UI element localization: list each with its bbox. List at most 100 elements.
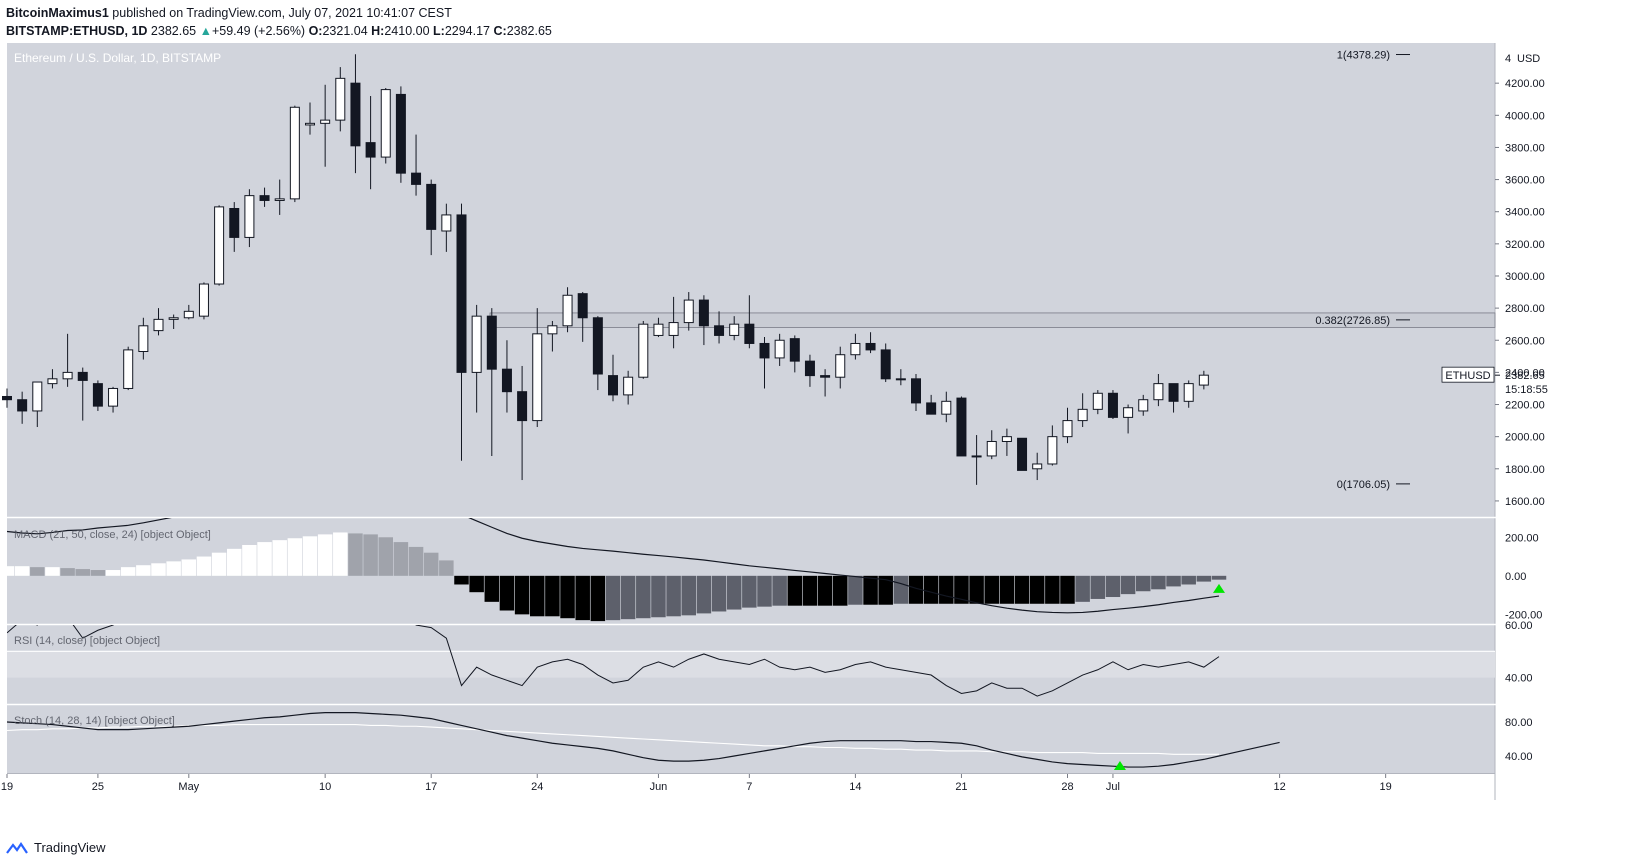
macd-hist-bar <box>651 575 666 618</box>
macd-hist-bar <box>105 570 121 576</box>
macd-hist-bar <box>1060 575 1075 604</box>
price-tick-label: 3000.00 <box>1505 271 1545 283</box>
macd-hist-bar <box>242 544 257 576</box>
macd-hist-bar <box>666 575 681 617</box>
stoch-cross-marker <box>1113 761 1126 770</box>
candle-up <box>1138 399 1149 412</box>
macd-hist-bar <box>530 575 545 617</box>
candle-up <box>153 318 164 332</box>
price-tick-label: 3800.00 <box>1505 142 1545 154</box>
candle-down <box>880 349 891 380</box>
candle-up <box>123 349 134 389</box>
candle-down <box>259 195 270 201</box>
last-symbol-box <box>1441 366 1495 383</box>
candle-down <box>592 317 603 375</box>
price-tick-label: 1800.00 <box>1505 464 1545 476</box>
macd-hist-bar <box>545 575 560 617</box>
macd-hist-bar <box>711 575 727 612</box>
header: BitcoinMaximus1 published on TradingView… <box>6 4 552 40</box>
price-tick-label: 4000.00 <box>1505 110 1545 122</box>
price-tick-label: 3600.00 <box>1505 175 1545 187</box>
rsi-tick-label: 40.00 <box>1505 673 1533 685</box>
macd-hist-bar <box>393 542 409 576</box>
candle-up <box>683 299 694 324</box>
macd-hist-bar <box>878 575 893 605</box>
fib-level-label: 1(4378.29) <box>1337 50 1390 62</box>
macd-hist-bar <box>1105 575 1121 598</box>
candle-down <box>789 338 800 362</box>
candle-up <box>32 381 43 412</box>
candle-down <box>365 142 376 158</box>
candle-up <box>289 106 300 200</box>
candle-up <box>547 325 558 335</box>
candle-up <box>441 214 452 232</box>
candle-up <box>320 119 331 124</box>
macd-hist-bar <box>1136 575 1151 592</box>
candle-up <box>47 378 58 385</box>
macd-hist-bar <box>1211 575 1227 580</box>
candle-down <box>804 360 815 377</box>
last-price: 2382.65 <box>150 24 197 38</box>
macd-hist-bar <box>893 575 909 604</box>
publish-info: published on TradingView.com, July 07, 2… <box>108 6 452 20</box>
candle-up <box>1092 392 1103 410</box>
candle-up <box>168 317 179 320</box>
candle-up <box>274 198 285 201</box>
candle-up <box>774 339 785 359</box>
candle-up <box>471 315 482 373</box>
candle-up <box>986 440 997 457</box>
macd-hist-bar <box>317 534 333 576</box>
author-name[interactable]: BitcoinMaximus1 <box>6 6 109 20</box>
macd-hist-bar <box>939 575 954 604</box>
macd-hist-bar <box>1045 575 1060 604</box>
time-tick-label: 10 <box>319 781 331 793</box>
candle-down <box>1168 383 1179 402</box>
candle-down <box>759 342 770 359</box>
macd-hist-bar <box>7 566 15 576</box>
candle-down <box>608 375 618 396</box>
candle-down <box>744 323 755 344</box>
candle-up <box>214 206 225 285</box>
candle-down <box>92 383 103 407</box>
macd-hist-bar <box>726 575 742 610</box>
rsi-title: RSI (14, close) [object Object] <box>14 635 160 647</box>
time-tick-label: 19 <box>1 781 13 793</box>
macd-hist-bar <box>257 542 272 576</box>
macd-hist-bar <box>75 569 90 576</box>
high-value: 2410.00 <box>384 24 430 38</box>
candle-up <box>1062 420 1073 438</box>
candle-up <box>335 77 346 121</box>
macd-hist-bar <box>378 537 393 576</box>
macd-hist-bar <box>469 575 484 593</box>
candle-up <box>1123 407 1134 418</box>
candle-down <box>350 82 361 147</box>
pane-main-bg <box>7 43 1495 517</box>
candle-down <box>956 397 967 457</box>
pane-stoch-bg <box>7 705 1495 773</box>
time-tick-label: 28 <box>1061 781 1073 793</box>
macd-hist-bar <box>954 575 969 604</box>
tradingview-logo-icon <box>6 841 28 854</box>
macd-hist-bar <box>1090 575 1106 599</box>
footer-brand[interactable]: TradingView <box>34 840 106 855</box>
low-value: 2294.17 <box>444 24 491 38</box>
macd-hist-bar <box>848 575 863 605</box>
candle-up <box>1198 374 1209 386</box>
macd-hist-bar <box>484 575 500 602</box>
candle-up <box>941 400 952 415</box>
candle-up <box>653 323 664 336</box>
price-change: +59.49 (+2.56%) <box>211 24 306 38</box>
time-tick-label: 24 <box>531 781 543 793</box>
rsi-band <box>7 651 1495 678</box>
macd-hist-bar <box>454 575 469 585</box>
macd-hist-bar <box>1151 575 1166 590</box>
macd-hist-bar <box>620 575 636 620</box>
macd-hist-bar <box>136 565 151 576</box>
candle-up <box>668 322 679 336</box>
macd-hist-bar <box>1166 575 1181 587</box>
candle-down <box>17 399 28 412</box>
candle-down <box>395 93 406 174</box>
macd-hist-bar <box>984 575 999 604</box>
candle-up <box>62 371 73 380</box>
